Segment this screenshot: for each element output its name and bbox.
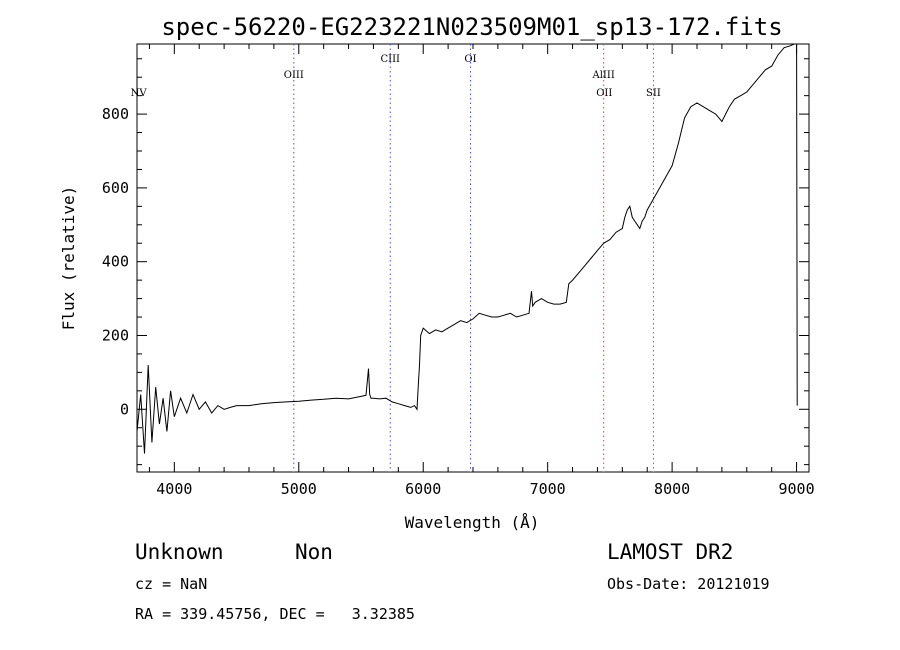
- spectral-line-markers: NV OIII CIII OI AlIII OII SII: [131, 44, 661, 472]
- x-tick-label: 5000: [281, 480, 317, 498]
- x-tick-label: 4000: [156, 480, 192, 498]
- y-tick-label: 600: [102, 179, 129, 197]
- coordinates-text: RA = 339.45756, DEC = 3.32385: [135, 605, 415, 623]
- line-label-oi: OI: [464, 54, 476, 65]
- line-label-nv: NV: [131, 88, 148, 99]
- line-label-oii: OII: [596, 88, 612, 99]
- x-tick-label: 7000: [530, 480, 566, 498]
- line-label-sii: SII: [646, 88, 661, 99]
- redshift-text: cz = NaN: [135, 575, 208, 593]
- y-tick-label: 400: [102, 253, 129, 271]
- line-label-oiii: OIII: [284, 70, 304, 81]
- line-label-ciii: CIII: [380, 54, 400, 65]
- line-label-aliii: AlIII: [592, 70, 615, 81]
- object-subclass: Non: [295, 540, 333, 564]
- plot-frame: [136, 43, 810, 473]
- x-axis-ticks: 4000 5000 6000 7000 8000 9000: [148, 44, 815, 498]
- object-class: Unknown: [135, 540, 224, 564]
- spectrum-series-line: [136, 43, 798, 454]
- y-axis-label: Flux (relative): [59, 186, 78, 331]
- y-axis-ticks: 0 200 400 600 800: [102, 58, 809, 466]
- y-tick-label: 800: [102, 105, 129, 123]
- x-tick-label: 8000: [654, 480, 690, 498]
- y-tick-label: 0: [120, 400, 129, 418]
- observation-date: Obs-Date: 20121019: [607, 575, 770, 593]
- chart-title: spec-56220-EG223221N023509M01_sp13-172.f…: [161, 13, 782, 41]
- x-axis-label: Wavelength (Å): [405, 513, 540, 532]
- y-tick-label: 200: [102, 326, 129, 344]
- x-tick-label: 6000: [405, 480, 441, 498]
- x-tick-label: 9000: [778, 480, 814, 498]
- survey-name: LAMOST DR2: [607, 540, 734, 564]
